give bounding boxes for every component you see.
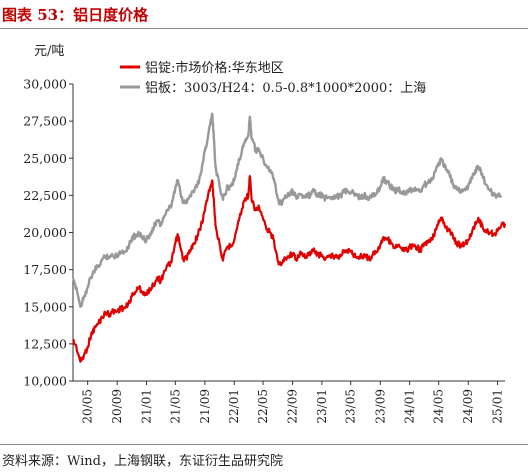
x-tick-label: 21/09 — [198, 389, 212, 424]
x-tick-label: 22/01 — [227, 389, 241, 424]
series-lines — [71, 112, 507, 363]
x-tick-label: 24/05 — [432, 389, 446, 424]
x-tick-label: 22/09 — [286, 389, 300, 424]
source-divider — [0, 444, 528, 445]
title-divider — [0, 28, 528, 29]
chart-legend: 铝锭:市场价格:华东地区铝板：3003/H24：0.5-0.8*1000*200… — [120, 60, 426, 96]
y-tick-label: 20,000 — [23, 225, 67, 240]
aluminium-price-chart: 10,000 12,500 15,000 17,500 20,000 22,500 25,0… — [23, 60, 507, 424]
y-tick-label: 30,000 — [23, 77, 67, 92]
series-line-0 — [72, 175, 507, 363]
figure-title: 图表 53：铝日度价格 — [2, 6, 149, 24]
x-tick-label: 21/01 — [140, 389, 154, 424]
y-tick-labels: 10,000 12,500 15,000 17,500 20,000 22,500 25,0… — [23, 77, 73, 389]
y-tick-label: 25,000 — [23, 151, 67, 166]
legend-label-1: 铝板：3003/H24：0.5-0.8*1000*2000：上海 — [145, 81, 426, 96]
legend-label-0: 铝锭:市场价格:华东地区 — [145, 60, 284, 76]
y-tick-label: 22,500 — [23, 188, 67, 203]
x-tick-label: 20/05 — [81, 389, 95, 424]
y-tick-label: 10,000 — [23, 374, 67, 389]
y-tick-label: 15,000 — [23, 299, 67, 314]
y-axis-unit-label: 元/吨 — [34, 44, 65, 59]
series-line-1 — [71, 112, 503, 308]
x-tick-label: 22/05 — [256, 389, 270, 424]
y-tick-label: 17,500 — [23, 262, 67, 277]
x-tick-label: 23/09 — [373, 389, 387, 424]
x-tick-label: 24/01 — [403, 389, 417, 424]
x-tick-labels: 20/05 20/09 21/01 21/05 21/09 22/01 22/05 22/09… — [81, 381, 505, 424]
source-note: 资料来源：Wind，上海钢联，东证衍生品研究院 — [2, 454, 283, 469]
x-tick-label: 23/01 — [315, 389, 329, 424]
x-tick-label: 21/05 — [168, 389, 182, 424]
y-tick-label: 12,500 — [23, 336, 67, 351]
y-tick-label: 27,500 — [23, 114, 67, 129]
x-tick-label: 20/09 — [110, 389, 124, 424]
x-tick-label: 25/01 — [491, 389, 505, 424]
x-tick-label: 24/09 — [461, 389, 475, 424]
x-tick-label: 23/05 — [344, 389, 358, 424]
